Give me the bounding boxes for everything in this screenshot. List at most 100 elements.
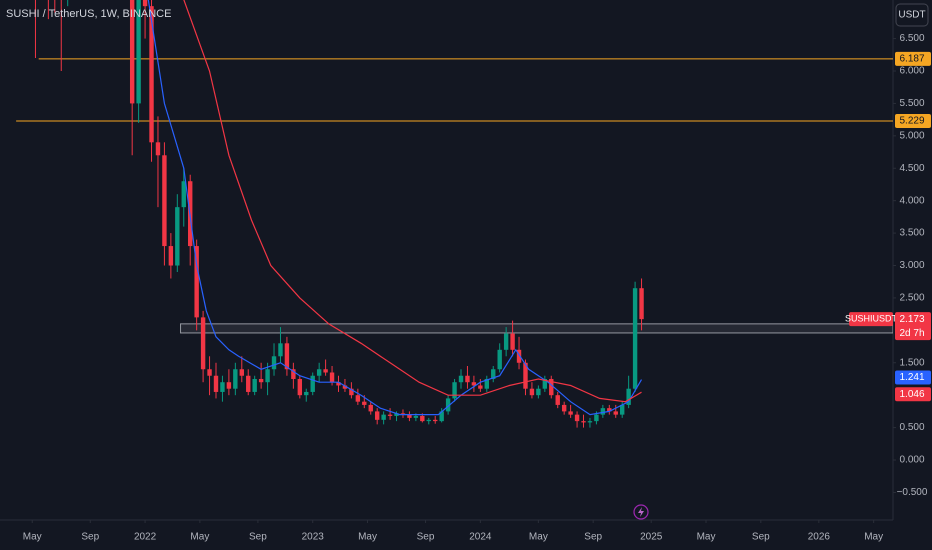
y-tick-label: 5.500 <box>899 98 924 109</box>
price-line-label: 5.229 <box>899 116 924 127</box>
x-tick-label: May <box>358 532 377 543</box>
candle-body <box>194 246 199 318</box>
candle-body <box>265 369 270 383</box>
last-price-bg <box>895 312 931 341</box>
candle-body <box>387 414 393 416</box>
y-tick-label: 0.000 <box>899 455 924 466</box>
candle-body <box>420 415 425 422</box>
candle-body <box>600 408 606 415</box>
candle-body <box>310 375 315 392</box>
y-tick-label: −0.500 <box>897 487 928 498</box>
x-tick-label: Sep <box>249 532 267 543</box>
candle-body <box>175 207 180 266</box>
candle-body <box>555 395 560 405</box>
y-tick-label: 4.000 <box>899 195 924 206</box>
candle-body <box>149 6 154 143</box>
candle-body <box>342 385 348 389</box>
candle-body <box>587 421 593 423</box>
candle-body <box>213 375 219 392</box>
candle-body <box>561 404 567 412</box>
candle-body <box>574 414 580 422</box>
candle-body <box>510 333 515 350</box>
y-tick-label: 2.500 <box>899 293 924 304</box>
x-tick-label: May <box>529 532 548 543</box>
candle-body <box>316 369 322 376</box>
candle-body <box>142 0 148 7</box>
candle-body <box>246 375 251 392</box>
candle-body <box>516 349 522 363</box>
price-line-label-bg <box>895 51 931 66</box>
event-bolt <box>638 507 644 517</box>
candle-body <box>465 375 470 383</box>
y-tick-label: 0.500 <box>899 422 924 433</box>
y-tick-label: 4.500 <box>899 163 924 174</box>
candle-body <box>452 382 457 399</box>
event-circle <box>633 504 649 520</box>
candle-body <box>162 155 167 247</box>
candle-body <box>349 388 354 396</box>
candle-body <box>400 413 406 415</box>
y-tick-label: 1.500 <box>899 357 924 368</box>
candle-body <box>258 378 264 383</box>
last-price-label: 2.173 <box>899 314 924 325</box>
zone <box>180 323 893 334</box>
candle-body <box>445 398 451 412</box>
candle-body <box>529 388 535 396</box>
currency-label: USDT <box>898 10 925 21</box>
candle-body <box>129 0 135 104</box>
candle-body <box>374 411 380 420</box>
ma-label: 1.241 <box>899 372 924 383</box>
candle-body <box>491 369 496 379</box>
symbol-label: SUSHIUSDT <box>845 314 898 324</box>
candle-body <box>136 0 141 104</box>
candle-body <box>523 362 528 389</box>
candle-body <box>613 411 618 415</box>
candle-body <box>329 372 335 383</box>
x-tick-label: Sep <box>417 532 435 543</box>
candle-body <box>181 181 186 208</box>
candle-body <box>568 411 573 415</box>
y-tick-label: 6.000 <box>899 66 924 77</box>
currency-button[interactable] <box>895 3 929 27</box>
ma-label: 1.046 <box>899 389 924 400</box>
candle-body <box>413 415 419 418</box>
candle-body <box>278 343 283 357</box>
candle-body <box>607 408 612 412</box>
y-tick-label: 6.500 <box>899 33 924 44</box>
candle-body <box>291 369 296 379</box>
x-tick-label: 2026 <box>808 532 831 543</box>
price-line-label: 6.187 <box>899 54 924 65</box>
candle-body <box>471 382 477 386</box>
candle-body <box>336 382 341 386</box>
event-icon[interactable] <box>633 504 649 520</box>
moving-average <box>147 0 643 416</box>
ma-label-bg <box>895 370 931 385</box>
candle-body <box>200 317 206 370</box>
y-tick-label: 3.000 <box>899 260 924 271</box>
candle-body <box>304 391 309 396</box>
candle-body <box>497 349 502 370</box>
candle-body <box>323 369 328 373</box>
axes: 6.500 6.000 5.500 5.000 4.500 4.000 3.500 3.000… <box>23 33 931 543</box>
candle-body <box>407 414 412 418</box>
y-tick-label: 3.500 <box>899 228 924 239</box>
candle-body <box>355 395 361 402</box>
candle-body <box>484 378 489 389</box>
x-tick-label: May <box>23 532 42 543</box>
x-tick-label: May <box>190 532 209 543</box>
price-line-label-bg <box>895 113 931 128</box>
x-tick-label: Sep <box>752 532 770 543</box>
candle-body <box>381 414 386 420</box>
candle-body <box>155 142 161 156</box>
plot-area <box>16 0 893 428</box>
candle-body <box>639 288 644 320</box>
moving-average <box>183 0 642 403</box>
candle-body <box>220 382 225 392</box>
x-tick-label: 2023 <box>302 532 325 543</box>
candle-body <box>207 369 212 376</box>
x-tick-label: May <box>697 532 716 543</box>
candle-body <box>581 421 586 423</box>
